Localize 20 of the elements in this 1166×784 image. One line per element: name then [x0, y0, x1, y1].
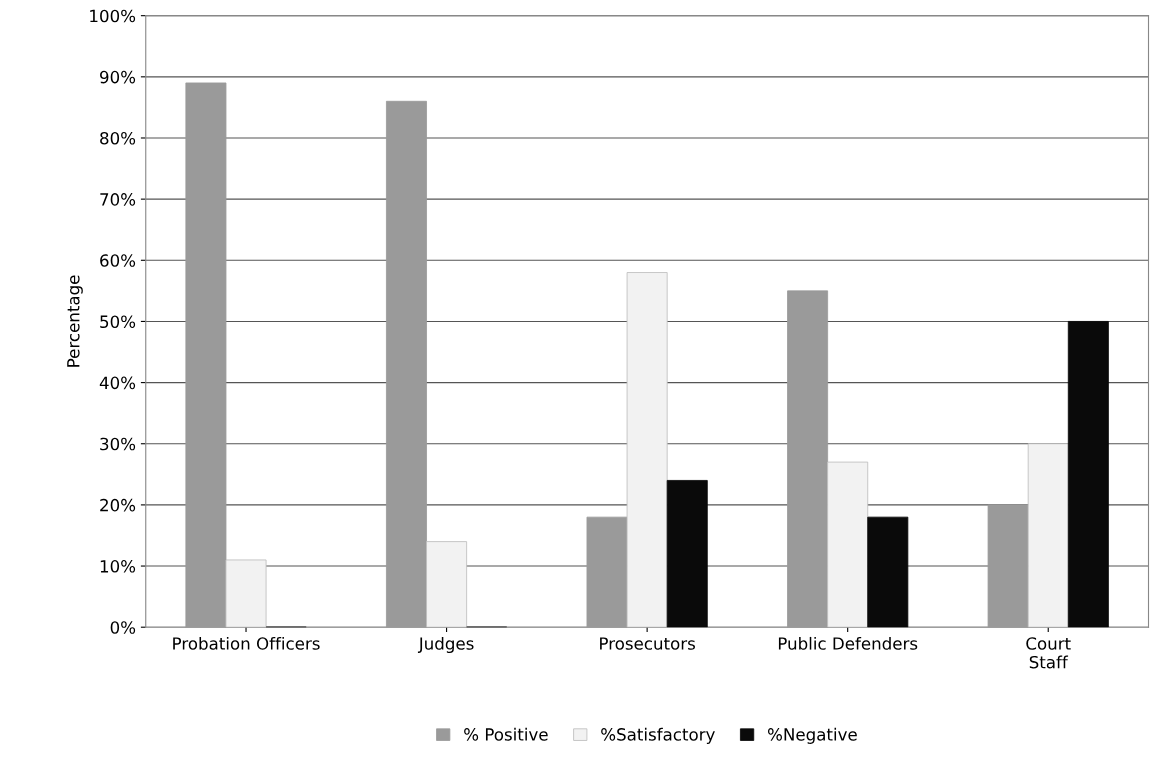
y-tick-label: 60% — [100, 254, 136, 267]
y-axis-title: Percentage — [67, 275, 83, 367]
x-tick-label: Probation Officers — [173, 636, 320, 650]
legend-label: %Negative — [768, 727, 857, 744]
y-tick-label: 10% — [100, 560, 136, 573]
x-tick-label: Prosecutors — [600, 637, 695, 650]
y-tick-label: 20% — [100, 498, 136, 512]
legend-label: %Satisfactory — [601, 727, 715, 744]
legend-label: % Positive — [464, 727, 548, 741]
y-tick-label: 30% — [100, 437, 136, 451]
y-tick-label: 90% — [100, 70, 136, 84]
x-tick-label: Judges — [417, 636, 474, 654]
y-tick-label: 100% — [90, 9, 136, 23]
y-tick-label: 70% — [100, 193, 136, 206]
y-tick-label: 80% — [100, 131, 136, 145]
x-tick-label: Public Defenders — [778, 636, 918, 650]
x-tick-label: Court Staff — [1026, 637, 1071, 669]
y-tick-label: 40% — [99, 376, 136, 390]
y-tick-label: 0% — [110, 621, 136, 634]
y-tick-label: 50% — [100, 315, 136, 329]
